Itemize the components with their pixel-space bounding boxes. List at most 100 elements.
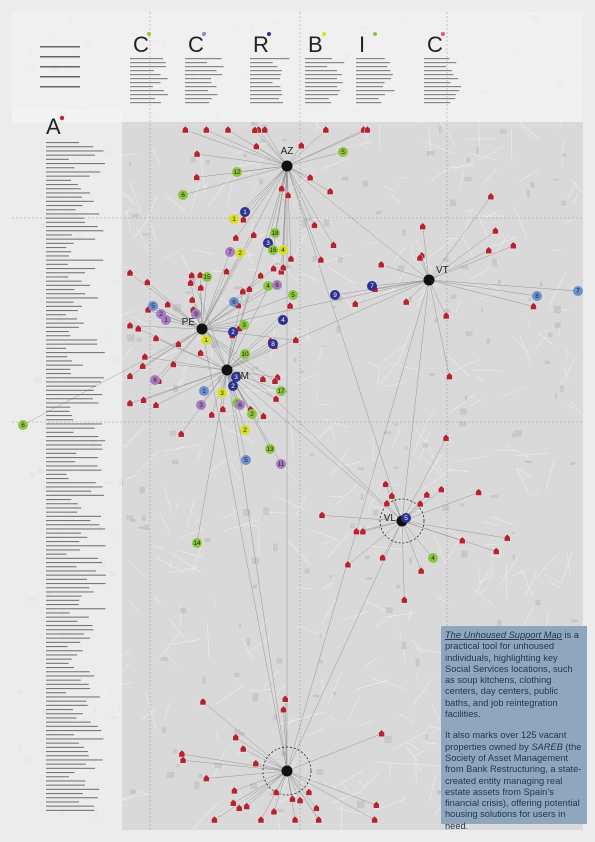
- list-line: [424, 74, 454, 76]
- connection: [143, 369, 228, 401]
- connection: [144, 356, 228, 371]
- list-line: [250, 86, 281, 88]
- vacant-property: [271, 376, 279, 385]
- sidebar-line: [46, 520, 91, 522]
- sidebar-line: [46, 339, 98, 341]
- service-marker: [276, 459, 286, 469]
- block: [243, 508, 251, 517]
- sidebar-line: [46, 247, 67, 249]
- block: [458, 421, 467, 427]
- marker-label: 1: [232, 216, 236, 223]
- block: [313, 694, 320, 698]
- block: [461, 550, 468, 558]
- street: [383, 381, 407, 388]
- connection: [401, 520, 405, 601]
- block: [252, 693, 259, 701]
- block: [131, 213, 139, 218]
- street: [224, 519, 260, 532]
- block: [393, 466, 398, 469]
- block: [141, 515, 146, 521]
- list-line: [130, 78, 168, 80]
- sidebar-line: [46, 209, 76, 211]
- connection: [183, 760, 288, 772]
- service-marker: [239, 320, 249, 330]
- street: [471, 369, 503, 372]
- vacant-property: [236, 804, 243, 812]
- street: [263, 669, 280, 688]
- street: [544, 574, 563, 584]
- connection: [428, 279, 450, 377]
- vacant-property: [246, 285, 253, 293]
- connection: [201, 235, 254, 330]
- category-letter: I: [359, 32, 365, 57]
- street: [215, 279, 232, 291]
- sidebar-line: [46, 528, 106, 530]
- service-marker: [191, 309, 201, 319]
- sidebar-line: [46, 297, 98, 299]
- sidebar-line: [46, 675, 95, 677]
- block: [450, 294, 457, 299]
- vacant-property: [493, 547, 500, 555]
- sidebar-line: [46, 574, 106, 576]
- connection: [286, 129, 326, 167]
- sidebar-line: [46, 784, 85, 786]
- block: [304, 568, 310, 574]
- street: [192, 803, 218, 830]
- street: [477, 565, 481, 584]
- connection: [201, 328, 288, 772]
- block: [397, 265, 405, 271]
- block: [180, 608, 187, 614]
- street: [424, 742, 437, 745]
- connection: [226, 346, 275, 371]
- connection: [286, 279, 430, 772]
- street: [243, 244, 254, 264]
- sidebar-line: [46, 448, 103, 450]
- vacant-property: [442, 311, 450, 320]
- vacant-property: [250, 231, 257, 239]
- street: [327, 672, 342, 704]
- street: [519, 335, 532, 365]
- block: [304, 217, 312, 222]
- connection: [239, 770, 288, 809]
- list-line: [356, 66, 388, 68]
- connection: [244, 165, 288, 213]
- block: [243, 153, 247, 158]
- paragraph-text: is a practical tool for unhoused individ…: [445, 630, 579, 720]
- block: [396, 584, 401, 589]
- street: [391, 427, 401, 449]
- sidebar-line: [46, 419, 74, 421]
- sidebar-line: [46, 709, 73, 711]
- sidebar-line: [46, 280, 82, 282]
- vacant-property: [305, 788, 313, 796]
- block: [233, 729, 241, 735]
- connection: [243, 748, 288, 772]
- street: [136, 450, 159, 473]
- vacant-property: [382, 480, 389, 488]
- connection: [428, 196, 492, 281]
- block: [329, 575, 333, 578]
- list-line: [424, 86, 462, 88]
- sidebar-line: [46, 650, 83, 652]
- connection: [197, 153, 288, 167]
- sidebar-line: [46, 780, 86, 782]
- vacant-property: [189, 295, 196, 304]
- connection: [283, 709, 288, 772]
- sidebar-line: [46, 415, 73, 417]
- sidebar-line: [46, 188, 81, 190]
- marker-label: 2: [238, 250, 242, 257]
- block: [460, 265, 469, 270]
- street: [215, 731, 219, 742]
- sidebar-line: [46, 356, 68, 358]
- block: [277, 808, 284, 812]
- street: [235, 142, 267, 154]
- street: [463, 239, 474, 258]
- sidebar-line: [46, 772, 75, 774]
- category-letter: C: [188, 32, 204, 57]
- vacant-property: [419, 222, 426, 230]
- street: [343, 785, 349, 793]
- vacant-property: [417, 566, 425, 575]
- block: [492, 258, 497, 267]
- service-marker: [276, 386, 286, 396]
- sidebar-line: [46, 192, 91, 194]
- block: [335, 295, 343, 302]
